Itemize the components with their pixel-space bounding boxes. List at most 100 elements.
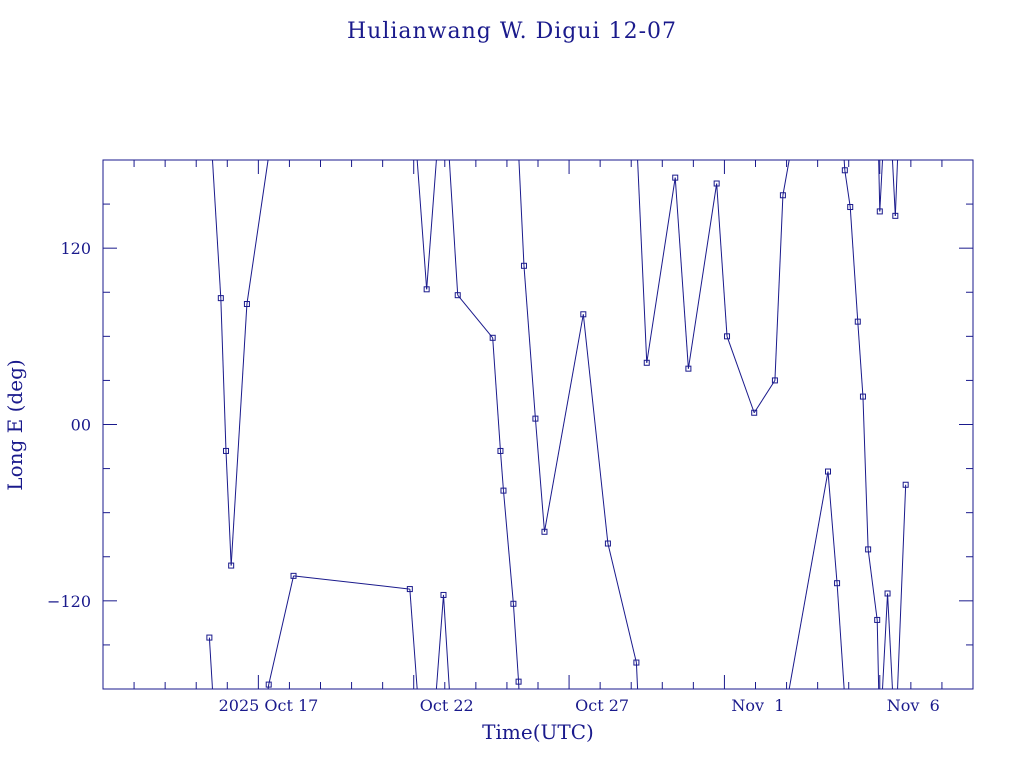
series-segment <box>435 594 444 690</box>
series-segment <box>523 265 536 419</box>
series-segment <box>849 206 859 322</box>
data-point <box>884 590 891 597</box>
series-segment <box>492 337 501 451</box>
series-segment <box>457 294 494 339</box>
data-point <box>902 481 909 488</box>
data-point <box>633 659 640 666</box>
series-segment <box>534 418 545 532</box>
data-point <box>825 468 831 475</box>
series-segment <box>894 159 899 216</box>
series-segment <box>891 159 896 216</box>
series-segment <box>220 298 227 451</box>
series-segment <box>844 170 851 208</box>
y-tick-label: −120 <box>47 592 91 611</box>
series-segment <box>268 575 295 685</box>
data-point <box>834 580 841 587</box>
data-point <box>713 180 720 187</box>
series-segment <box>246 159 269 305</box>
series-segment <box>208 637 213 690</box>
series-segment <box>293 575 410 590</box>
series-segment <box>582 314 609 544</box>
x-tick-label: Nov 6 <box>887 696 940 715</box>
data-point <box>497 447 504 454</box>
series-segment <box>442 594 450 690</box>
data-point <box>859 393 866 400</box>
data-point <box>751 409 758 416</box>
data-point <box>847 204 854 211</box>
series-segment <box>774 195 784 381</box>
chart-title: Hulianwang W. Digui 12-07 <box>347 19 677 44</box>
data-point <box>841 167 848 174</box>
x-tick-label: Oct 27 <box>575 696 629 715</box>
data-point <box>222 447 229 454</box>
data-point <box>520 262 527 269</box>
series-segment <box>637 159 648 363</box>
data-point <box>685 365 692 372</box>
data-point <box>489 334 496 341</box>
series-segment <box>674 177 689 369</box>
x-axis-label: Time(UTC) <box>482 720 594 744</box>
series-segment <box>607 543 637 663</box>
data-point <box>265 681 272 688</box>
series-segment <box>409 589 418 690</box>
x-tick-labels: 2025 Oct 17 Oct 22 Oct 27 Nov 1 Nov 6 <box>219 696 940 715</box>
series-segment <box>716 183 728 337</box>
series-segment <box>876 619 880 690</box>
series-segment <box>857 321 864 397</box>
data-point <box>876 208 883 215</box>
data-point <box>500 487 507 494</box>
series-segment <box>897 484 907 690</box>
series-segment <box>843 159 846 171</box>
data-point <box>779 192 786 199</box>
data-point <box>228 562 235 569</box>
series-segment <box>543 314 584 532</box>
series-segment <box>882 593 889 690</box>
series-segment <box>416 159 428 290</box>
x-tick-label: Oct 22 <box>420 696 474 715</box>
series-markers <box>206 167 909 688</box>
x-tick-label: 2025 Oct 17 <box>219 696 319 715</box>
series-segment <box>878 159 881 212</box>
y-axis-label: Long E (deg) <box>3 359 27 490</box>
series-segment <box>499 450 504 491</box>
data-point <box>423 286 430 293</box>
x-tick-label: Nov 1 <box>731 696 784 715</box>
data-point <box>854 318 861 325</box>
series-segment <box>782 159 790 196</box>
data-point <box>643 359 650 366</box>
data-point <box>515 678 522 685</box>
series-segment <box>646 177 676 363</box>
data-point <box>440 591 447 598</box>
data-point <box>510 600 517 607</box>
series-segment <box>788 471 829 690</box>
series-segment <box>879 159 884 212</box>
series-segment <box>448 159 459 296</box>
series-segment <box>726 336 755 413</box>
y-tick-label: 00 <box>71 416 91 435</box>
data-point <box>217 295 224 302</box>
data-point <box>406 586 413 593</box>
data-point <box>865 546 872 553</box>
series-segment <box>225 450 232 566</box>
data-point <box>580 311 587 318</box>
series-segment <box>887 593 893 690</box>
data-point <box>454 292 461 299</box>
data-point <box>243 301 250 308</box>
data-point <box>290 572 297 579</box>
series-segment <box>230 303 248 566</box>
series-line <box>208 159 907 690</box>
series-segment <box>836 583 845 690</box>
axis-ticks <box>103 160 973 689</box>
series-segment <box>827 471 838 584</box>
series-segment <box>862 396 869 550</box>
y-tick-labels: −120 00 120 <box>47 239 91 611</box>
data-point <box>206 634 213 641</box>
series-segment <box>426 159 437 290</box>
series-segment <box>512 603 520 682</box>
series-segment <box>211 159 222 299</box>
data-point <box>724 333 731 340</box>
data-point <box>892 212 899 219</box>
series-segment <box>518 159 525 266</box>
series-segment <box>635 662 639 690</box>
